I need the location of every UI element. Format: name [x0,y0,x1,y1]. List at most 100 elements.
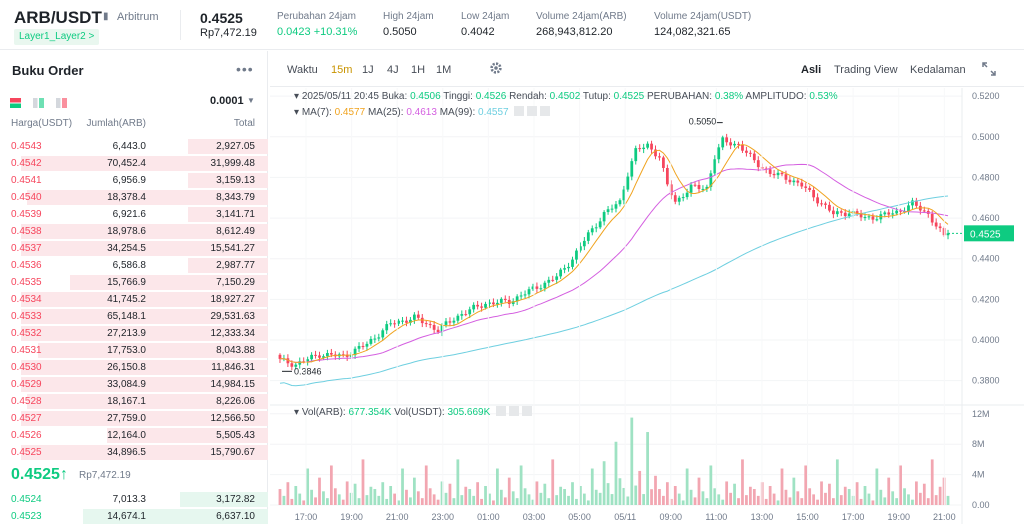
visibility-icon[interactable] [496,406,507,416]
volume-bar [499,489,503,505]
volume-bar [602,461,606,505]
expand-icon[interactable] [982,62,996,76]
volume-bar [436,499,440,505]
tick-size-select[interactable]: 0.0001 [210,95,244,107]
volume-bar [721,499,725,505]
row-price: 0.4523 [11,511,42,522]
y-tick-label: 0.4800 [972,172,1000,182]
candle-body [654,149,657,157]
ask-row[interactable]: 0.4540 18,378.4 8,343.79 [0,189,268,206]
ask-row[interactable]: 0.4526 12,164.0 5,505.43 [0,427,268,444]
candle-body [424,323,428,325]
category-tag[interactable]: Layer1_Layer2 > [14,29,100,45]
depth-bar [187,173,268,188]
ask-row[interactable]: 0.4537 34,254.5 15,541.27 [0,240,268,257]
interval-4j[interactable]: 4J [387,64,399,76]
volume-tick-label: 0.00 [972,500,990,510]
interval-1m[interactable]: 1M [436,64,452,76]
ask-row[interactable]: 0.4539 6,921.6 3,141.71 [0,206,268,223]
view-bids-icon[interactable] [33,98,44,108]
candle-body [677,197,681,202]
candle-body [930,213,934,223]
row-amount: 6,586.8 [112,260,146,271]
row-amount: 14,674.1 [107,511,146,522]
x-tick-label: 03:00 [523,512,546,522]
row-amount: 41,745.2 [107,294,146,305]
volume-bar [915,481,918,505]
bid-row[interactable]: 0.4524 7,013.3 3,172.82 [0,491,268,508]
candle-body [365,343,369,347]
candle-body [792,180,796,183]
ask-row[interactable]: 0.4532 27,213.9 12,333.34 [0,325,268,342]
bid-row[interactable]: 0.4523 14,674.1 6,637.10 [0,508,268,524]
price-chart[interactable]: 0.5200 0.5000 0.4800 0.4600 0.4400 0.4200 0.40… [270,88,1024,524]
row-price: 0.4535 [11,277,42,288]
candle-body [820,203,823,205]
ask-row[interactable]: 0.4541 6,956.9 3,159.13 [0,172,268,189]
ask-row[interactable]: 0.4534 41,745.2 18,927.27 [0,291,268,308]
ask-row[interactable]: 0.4528 18,167.1 8,226.06 [0,393,268,410]
ask-row[interactable]: 0.4530 26,150.8 11,846.31 [0,359,268,376]
y-tick-label: 0.3800 [972,376,1000,386]
ask-row[interactable]: 0.4543 6,443.0 2,927.05 [0,138,268,155]
depth-bar [21,377,268,392]
view-asks-icon[interactable] [56,98,67,108]
ask-row[interactable]: 0.4533 65,148.1 29,531.63 [0,308,268,325]
volume-bar [590,468,594,505]
view-depth[interactable]: Kedalaman [910,64,966,76]
amplitude-label: AMPLITUDO: [745,91,807,102]
interval-15m[interactable]: 15m [331,64,353,76]
col-price: Harga(USDT) [11,118,73,129]
open-value: 0.4506 [410,91,441,102]
close-icon[interactable] [540,106,551,116]
visibility-icon[interactable] [514,106,525,116]
volume-bar [515,498,519,505]
ask-row[interactable]: 0.4527 27,759.0 12,566.50 [0,410,268,427]
ask-row[interactable]: 0.4542 70,452.4 31,999.48 [0,155,268,172]
ask-row[interactable]: 0.4536 6,586.8 2,987.77 [0,257,268,274]
row-amount: 6,921.6 [112,209,146,220]
candle-body [697,184,701,189]
candle-body [610,208,614,210]
candle-body [571,259,574,267]
volume-bar [859,498,863,505]
view-tradingview[interactable]: Trading View [834,64,898,76]
settings-icon[interactable] [509,406,520,416]
view-both-icon[interactable] [10,98,21,108]
ask-row[interactable]: 0.4529 33,084.9 14,984.15 [0,376,268,393]
candle-body [559,269,563,277]
close-icon[interactable] [522,406,533,416]
candle-body [598,221,602,228]
row-price: 0.4537 [11,243,42,254]
stat-high: High 24jam 0.5050 [383,11,434,38]
settings-icon[interactable] [527,106,538,116]
ask-row[interactable]: 0.4538 18,978.6 8,612.49 [0,223,268,240]
volume-bar [523,488,527,505]
vol-usdt-label: Vol(USDT): [394,407,445,418]
ask-row[interactable]: 0.4531 17,753.0 8,043.88 [0,342,268,359]
gear-icon[interactable] [489,61,503,75]
interval-1j[interactable]: 1J [362,64,374,76]
pair-symbol[interactable]: ARB/USDT [14,8,102,27]
ask-row[interactable]: 0.4525 34,896.5 15,790.67 [0,444,268,461]
volume-bar [796,491,800,505]
candle-body [357,346,361,349]
mid-price[interactable]: 0.4525↑ [11,466,68,484]
volume-bar [729,492,732,505]
chain-name[interactable]: Arbitrum [117,11,159,23]
last-price-tag [964,225,1014,242]
volume-bar [832,498,835,505]
volume-bar [685,468,689,505]
volume-bar [460,495,464,505]
candle-body [669,184,673,196]
candle-body [776,172,780,176]
interval-1h[interactable]: 1H [411,64,426,76]
view-original[interactable]: Asli [801,64,822,76]
candle-body [638,148,642,150]
more-icon[interactable]: ••• [236,61,254,77]
chevron-down-icon[interactable]: ▼ [247,96,255,105]
time-label: Waktu [287,64,318,76]
ask-row[interactable]: 0.4535 15,766.9 7,150.29 [0,274,268,291]
volume-bar [867,493,871,505]
vol-arb-value: 677.354K [348,407,392,418]
